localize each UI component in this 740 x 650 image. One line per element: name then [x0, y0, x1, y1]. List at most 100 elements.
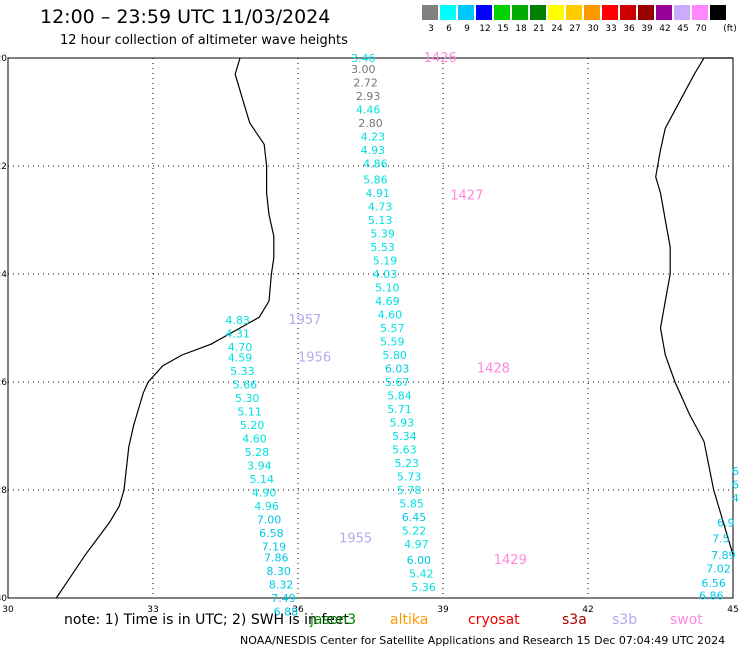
wave-height-value: 5.85: [399, 498, 424, 511]
wave-height-value: 6.86: [699, 589, 724, 602]
chart-subtitle: 12 hour collection of altimeter wave hei…: [60, 33, 348, 48]
scale-swatch: [584, 5, 600, 20]
pass-number-label: 1426: [424, 51, 457, 66]
wave-height-value: 5.84: [387, 390, 412, 403]
wave-height-value: 2.72: [353, 76, 378, 89]
wave-height-value: 3.46: [351, 52, 376, 65]
wave-height-value: 7.19: [262, 541, 287, 554]
wave-height-value: 3.00: [351, 63, 376, 76]
scale-unit: (ft): [723, 24, 737, 34]
wave-height-value: 2.93: [356, 90, 381, 103]
wave-height-value: 4.59: [228, 352, 253, 365]
wave-height-value: 8.32: [269, 579, 294, 592]
wave-height-value: 4.46: [356, 103, 381, 116]
lat-tick-label: -20: [0, 54, 7, 64]
wave-height-value: 4.70: [228, 341, 253, 354]
scale-label: 21: [533, 24, 545, 34]
wave-height-value: 4.23: [361, 130, 386, 143]
wave-height-value: 5.53: [370, 241, 395, 254]
wave-height-value: 5.11: [237, 406, 262, 419]
footer-note: note: 1) Time is in UTC; 2) SWH is in fe…: [64, 612, 350, 628]
scale-swatch: [656, 5, 672, 20]
scale-swatch: [494, 5, 510, 20]
scale-swatch: [458, 5, 474, 20]
wave-height-value: 5.19: [373, 255, 398, 268]
wave-height-value: 4.73: [368, 201, 393, 214]
wave-height-value: 6.45: [402, 511, 427, 524]
scale-swatch: [710, 5, 726, 20]
wave-height-value: 5.57: [380, 322, 405, 335]
scale-swatch: [620, 5, 636, 20]
wave-height-value: 4.90: [252, 487, 277, 500]
lon-tick-label: 36: [292, 605, 304, 615]
wave-height-value: 5.78: [397, 484, 422, 497]
scale-label: 27: [569, 24, 581, 34]
chart-title: 12:00 – 23:59 UTC 11/03/2024: [40, 6, 331, 28]
wave-height-value: 5.36: [411, 581, 436, 594]
pass-number-label: 1955: [339, 532, 372, 547]
pass-number-label: 1956: [298, 351, 331, 366]
wave-height-value: 5.13: [368, 214, 393, 227]
mission-label-jason3: jason3: [310, 612, 357, 628]
lat-tick-label: -24: [0, 270, 7, 280]
scale-swatch: [422, 5, 438, 20]
lon-tick-label: 42: [582, 605, 593, 615]
coastline-madagascar: [655, 57, 734, 555]
wave-height-value: 4.60: [242, 433, 267, 446]
lon-tick-label: 30: [2, 605, 14, 615]
scale-swatch: [476, 5, 492, 20]
wave-height-value: 6: [732, 465, 739, 478]
wave-height-value: 4.91: [366, 187, 391, 200]
wave-height-value: 4: [732, 492, 739, 505]
wave-height-value: 5.66: [233, 379, 258, 392]
wave-height-value: 6.00: [407, 554, 432, 567]
wave-height-value: 4.86: [363, 157, 388, 170]
scale-label: 24: [551, 24, 563, 34]
scale-swatch: [674, 5, 690, 20]
scale-swatch: [440, 5, 456, 20]
wave-height-value: 5.59: [380, 336, 405, 349]
mission-label-s3b: s3b: [612, 612, 638, 628]
wave-height-value: 5.30: [235, 392, 260, 405]
scale-label: 18: [515, 24, 527, 34]
wave-height-value: 7.5: [712, 533, 730, 546]
wave-height-value: 5.14: [250, 473, 275, 486]
scale-swatch: [530, 5, 546, 20]
scale-label: 33: [605, 24, 617, 34]
mission-label-swot: swot: [670, 612, 703, 628]
wave-height-value: 6.58: [259, 527, 284, 540]
wave-height-value: 5.80: [382, 349, 407, 362]
wave-height-value: 4.93: [361, 144, 386, 157]
wave-height-value: 5.71: [387, 403, 412, 416]
mission-label-s3a: s3a: [562, 612, 587, 628]
scale-swatch: [566, 5, 582, 20]
scale-swatch: [692, 5, 708, 20]
wave-height-value: 6.88: [274, 606, 299, 619]
lon-tick-label: 45: [727, 605, 738, 615]
lat-tick-label: -22: [0, 162, 7, 172]
wave-height-value: 5.28: [245, 446, 270, 459]
scale-label: 45: [677, 24, 689, 34]
scale-label: 30: [587, 24, 599, 34]
scale-label: 9: [464, 24, 470, 34]
wave-height-value: 7.02: [706, 562, 731, 575]
scale-label: 36: [623, 24, 635, 34]
scale-label: 6: [446, 24, 452, 34]
wave-height-value: 7.00: [257, 514, 282, 527]
mission-label-altika: altika: [390, 612, 429, 628]
credit-line: NOAA/NESDIS Center for Satellite Applica…: [240, 634, 726, 647]
wave-height-value: 5.42: [409, 568, 434, 581]
wave-height-value: 5.73: [397, 471, 422, 484]
lon-tick-label: 33: [147, 605, 158, 615]
lat-tick-label: -28: [0, 486, 7, 496]
wave-height-value: 7.86: [264, 552, 289, 565]
scale-swatch: [548, 5, 564, 20]
wave-height-value: 6: [732, 479, 739, 492]
wave-height-value: 5.10: [375, 282, 400, 295]
wave-height-value: 6.9: [717, 516, 735, 529]
lon-tick-label: 39: [437, 605, 449, 615]
pass-number-label: 1429: [494, 553, 527, 568]
wave-height-value: 5.39: [370, 228, 395, 241]
wave-height-value: 4.69: [375, 295, 400, 308]
wave-height-value: 5.20: [240, 419, 265, 432]
